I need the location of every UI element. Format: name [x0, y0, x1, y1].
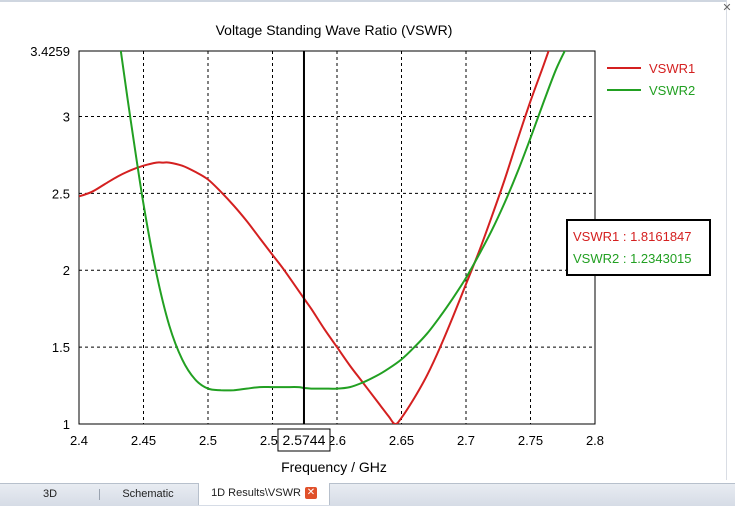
- tab-schematic-label: Schematic: [122, 488, 174, 500]
- y-tick-labels: 1 1.5 2 2.5 3 3.4259: [30, 44, 70, 432]
- vswr-chart[interactable]: Voltage Standing Wave Ratio (VSWR) 2.4 2.…: [0, 0, 735, 482]
- series-layer: [79, 47, 566, 424]
- window-close-icon[interactable]: ✕: [722, 2, 732, 14]
- y-tick-label: 1: [63, 417, 70, 432]
- marker-label-text: 2.5744: [283, 432, 326, 448]
- marker-label-box: [277, 428, 331, 452]
- y-tick-label: 3.4259: [30, 44, 70, 59]
- x-tick-label: 2.5: [199, 433, 217, 448]
- x-tick-label: 2.6: [328, 433, 346, 448]
- marker-readout-box: VSWR1 : 1.8161847 VSWR2 : 1.2343015: [566, 219, 711, 276]
- legend-label-vswr2: VSWR2: [649, 83, 695, 98]
- grid-lines: [79, 51, 595, 424]
- x-tick-label: 2.8: [586, 433, 604, 448]
- window-right-border: ✕: [722, 0, 735, 480]
- readout-vswr2: VSWR2 : 1.2343015: [573, 251, 692, 266]
- marker-label[interactable]: 2.5744: [277, 428, 331, 452]
- x-tick-label: 2.45: [131, 433, 156, 448]
- x-tick-label: 2.4: [70, 433, 88, 448]
- x-tick-labels: 2.4 2.45 2.5 2.55 2.6 2.65 2.7 2.75 2.8: [70, 433, 604, 448]
- y-tick-label: 2: [63, 263, 70, 278]
- tab-1d-results-vswr[interactable]: 1D Results\VSWR ✕: [198, 483, 330, 505]
- tab-close-icon[interactable]: ✕: [304, 487, 317, 500]
- y-tick-label: 2.5: [52, 186, 70, 201]
- tab-3d-label: 3D: [42, 488, 58, 500]
- x-tick-label: 2.65: [389, 433, 414, 448]
- series-line-vswr2[interactable]: [119, 47, 566, 392]
- window-top-border: [0, 0, 735, 2]
- legend: VSWR1 VSWR2: [607, 61, 695, 98]
- x-tick-label: 2.7: [457, 433, 475, 448]
- tab-1d-label: 1D Results\VSWR: [211, 487, 301, 499]
- readout-vswr1: VSWR1 : 1.8161847: [573, 229, 692, 244]
- readout-frame: [566, 219, 711, 276]
- tab-3d[interactable]: 3D: [0, 484, 100, 505]
- chart-title: Voltage Standing Wave Ratio (VSWR): [216, 22, 453, 38]
- y-tick-label: 3: [63, 109, 70, 124]
- legend-label-vswr1: VSWR1: [649, 61, 695, 76]
- y-tick-label: 1.5: [52, 340, 70, 355]
- tab-schematic[interactable]: Schematic: [100, 484, 196, 505]
- tab-bar: 3D Schematic 1D Results\VSWR ✕: [0, 483, 735, 506]
- x-axis-label: Frequency / GHz: [281, 459, 387, 475]
- x-tick-label: 2.75: [518, 433, 543, 448]
